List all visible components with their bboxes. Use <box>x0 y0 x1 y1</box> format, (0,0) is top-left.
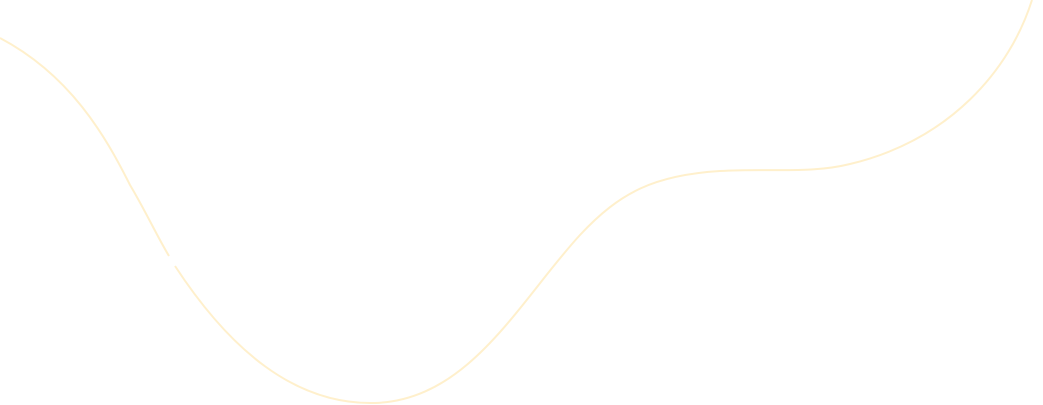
wave-line-segment <box>0 37 170 257</box>
wave-line-segment <box>174 0 1033 405</box>
